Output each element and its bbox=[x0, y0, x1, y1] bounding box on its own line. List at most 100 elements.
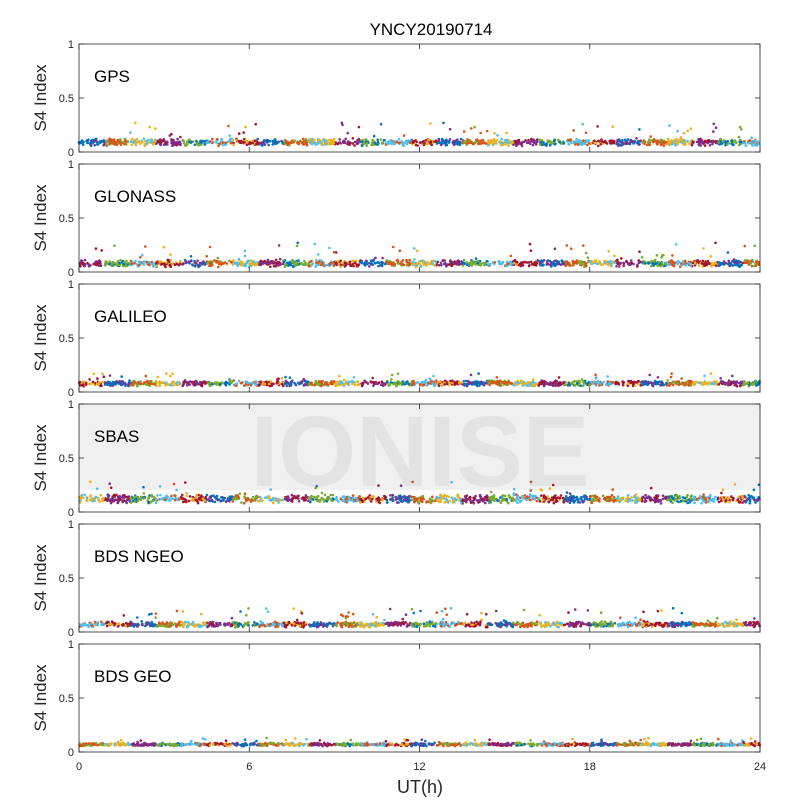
data-point bbox=[670, 372, 673, 375]
data-point bbox=[196, 382, 200, 386]
data-point bbox=[562, 262, 566, 266]
data-point bbox=[217, 262, 221, 266]
data-point bbox=[447, 381, 451, 384]
data-point bbox=[380, 260, 383, 264]
data-point bbox=[108, 260, 111, 263]
data-point bbox=[708, 262, 711, 266]
data-point bbox=[314, 143, 318, 146]
data-point bbox=[445, 498, 449, 502]
data-point bbox=[715, 380, 719, 383]
data-point bbox=[611, 125, 615, 128]
data-point bbox=[385, 142, 389, 145]
data-point bbox=[263, 496, 267, 500]
data-point bbox=[371, 495, 374, 498]
data-point bbox=[458, 140, 462, 144]
data-point bbox=[295, 244, 299, 248]
data-point bbox=[753, 244, 757, 248]
data-point bbox=[96, 143, 100, 146]
data-point bbox=[420, 141, 424, 144]
data-point bbox=[435, 263, 439, 267]
data-point bbox=[397, 141, 401, 145]
data-point bbox=[390, 141, 393, 144]
data-point bbox=[445, 265, 448, 268]
data-point bbox=[251, 262, 254, 266]
data-point bbox=[596, 379, 600, 383]
data-point bbox=[148, 382, 151, 386]
data-point bbox=[754, 379, 758, 383]
data-point bbox=[636, 139, 640, 143]
data-point bbox=[392, 382, 395, 386]
data-point bbox=[591, 382, 594, 385]
data-point bbox=[565, 244, 569, 247]
data-point bbox=[413, 258, 416, 261]
data-point bbox=[239, 141, 243, 145]
data-point bbox=[256, 500, 260, 503]
data-point bbox=[321, 263, 324, 266]
data-point bbox=[419, 259, 423, 263]
data-point bbox=[754, 139, 757, 143]
data-point bbox=[371, 376, 375, 380]
data-point bbox=[142, 263, 146, 266]
data-point bbox=[349, 141, 352, 144]
data-point bbox=[645, 143, 649, 147]
data-point bbox=[342, 378, 346, 382]
data-point bbox=[415, 249, 419, 253]
data-point bbox=[691, 382, 695, 385]
data-point bbox=[662, 144, 666, 147]
data-point bbox=[238, 492, 242, 496]
data-point bbox=[387, 383, 391, 387]
data-point bbox=[529, 260, 533, 264]
data-point bbox=[669, 382, 672, 386]
data-point bbox=[199, 140, 202, 143]
data-point bbox=[632, 380, 636, 384]
data-point bbox=[660, 256, 663, 259]
data-point bbox=[674, 143, 677, 147]
data-point bbox=[751, 144, 754, 147]
data-point bbox=[505, 498, 509, 501]
data-point bbox=[487, 380, 490, 383]
data-point bbox=[332, 251, 336, 254]
data-point bbox=[243, 496, 247, 500]
data-point bbox=[673, 261, 677, 265]
data-point bbox=[203, 143, 207, 146]
data-point bbox=[607, 250, 610, 253]
data-point bbox=[703, 374, 706, 378]
data-point bbox=[313, 242, 317, 246]
data-point bbox=[712, 122, 716, 126]
data-point bbox=[529, 480, 533, 484]
data-point bbox=[435, 382, 439, 386]
data-point bbox=[506, 262, 510, 266]
data-point bbox=[395, 140, 399, 144]
data-point bbox=[433, 499, 437, 503]
data-point bbox=[571, 259, 574, 263]
data-point bbox=[689, 260, 693, 264]
data-point bbox=[609, 139, 612, 143]
data-point bbox=[546, 260, 549, 264]
data-point bbox=[534, 143, 538, 146]
data-point bbox=[277, 264, 280, 267]
data-point bbox=[272, 382, 275, 386]
data-point bbox=[602, 380, 605, 384]
data-point bbox=[532, 263, 536, 267]
data-point bbox=[250, 259, 253, 263]
data-point bbox=[199, 143, 203, 146]
data-point bbox=[539, 141, 543, 144]
data-point bbox=[133, 381, 137, 384]
data-point bbox=[202, 261, 206, 265]
data-point bbox=[154, 501, 158, 505]
data-point bbox=[455, 142, 459, 145]
data-point bbox=[689, 140, 692, 143]
data-point bbox=[244, 125, 247, 129]
data-point bbox=[266, 258, 270, 262]
data-point bbox=[656, 139, 659, 142]
data-point bbox=[617, 265, 621, 268]
data-point bbox=[93, 144, 96, 147]
data-point bbox=[103, 141, 106, 144]
data-point bbox=[140, 253, 144, 257]
data-point bbox=[134, 140, 137, 144]
data-point bbox=[344, 263, 348, 267]
data-point bbox=[712, 130, 715, 133]
data-point bbox=[389, 139, 392, 142]
data-point bbox=[569, 138, 572, 142]
data-point bbox=[437, 138, 441, 142]
